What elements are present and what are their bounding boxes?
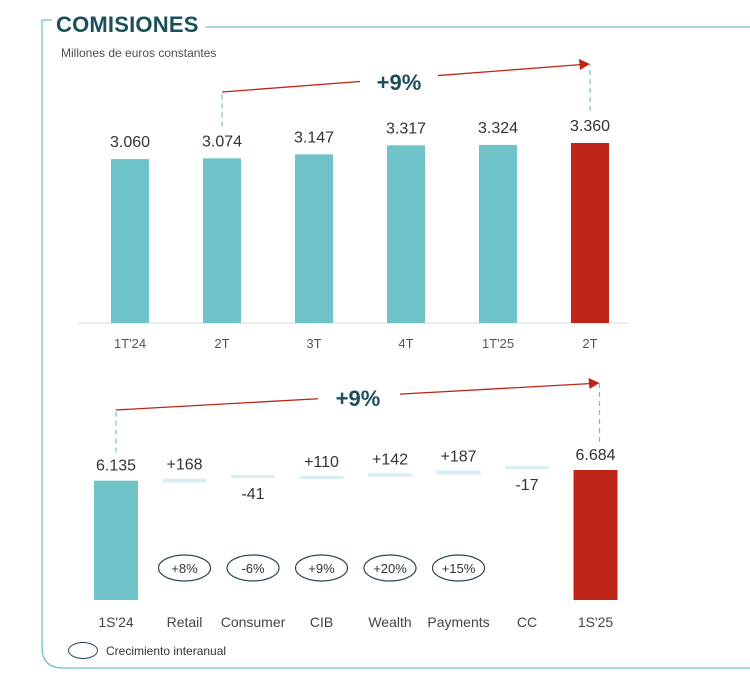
growth-oval: [363, 554, 417, 582]
bar-value-label: +142: [372, 451, 408, 468]
delta-bar-4: [299, 475, 344, 479]
growth-arrowhead: [588, 378, 600, 389]
x-tick-label: 2T: [582, 336, 597, 351]
total-bar-8: [573, 470, 618, 600]
delta-bar-6: [436, 470, 481, 475]
growth-oval: [226, 554, 280, 582]
bar-value-label: 3.060: [110, 134, 150, 151]
delta-bar-2: [162, 478, 207, 483]
legend-oval-icon: [68, 642, 98, 659]
x-tick-label: CIB: [310, 614, 333, 630]
bar-6: [571, 143, 609, 323]
bar-4: [387, 145, 425, 323]
x-tick-label: 2T: [214, 336, 229, 351]
x-tick-label: 1S'24: [98, 614, 134, 630]
growth-arrowhead: [579, 59, 590, 70]
bar-value-label: +110: [304, 454, 339, 471]
bar-value-label: +187: [440, 448, 476, 465]
growth-arrow-line: [221, 80, 361, 93]
x-tick-label: Consumer: [221, 614, 286, 630]
page-title: COMISIONES: [56, 12, 205, 38]
growth-label: +8%: [171, 561, 198, 576]
bar-value-label: 6.135: [96, 458, 136, 475]
bar-value-label: 6.684: [575, 447, 615, 464]
bar-value-label: 3.147: [294, 129, 334, 146]
total-bar-1: [94, 480, 138, 600]
bar-1: [111, 159, 149, 323]
x-tick-label: 4T: [398, 336, 413, 351]
legend: Crecimiento interanual: [68, 642, 226, 659]
delta-bar-5: [368, 473, 412, 477]
growth-label: +20%: [373, 561, 407, 576]
growth-annotation-label: +9%: [377, 70, 422, 95]
x-tick-label: 1T'24: [114, 336, 146, 351]
x-tick-label: Payments: [427, 614, 489, 630]
growth-label: -6%: [241, 561, 265, 576]
bar-value-label: 3.324: [478, 120, 518, 137]
x-tick-label: CC: [517, 614, 537, 630]
x-tick-label: 3T: [306, 336, 321, 351]
x-tick-label: Retail: [167, 614, 203, 630]
growth-annotation-label: +9%: [336, 386, 381, 411]
growth-oval: [294, 554, 349, 582]
bar-value-label: 3.360: [570, 118, 610, 135]
growth-label: +9%: [308, 561, 335, 576]
bar-value-label: 3.074: [202, 133, 242, 150]
growth-oval: [157, 554, 212, 582]
bar-value-label: -41: [241, 486, 264, 503]
delta-bar-7: [505, 466, 549, 470]
x-tick-label: 1S'25: [578, 614, 614, 630]
bar-2: [203, 158, 241, 323]
chart-subtitle: Millones de euros constantes: [61, 46, 217, 60]
growth-label: +15%: [442, 561, 476, 576]
bar-value-label: +168: [166, 457, 202, 474]
growth-arrow-line: [399, 382, 592, 395]
x-tick-label: Wealth: [368, 614, 411, 630]
bar-5: [479, 144, 517, 323]
bar-value-label: 3.317: [386, 120, 426, 137]
legend-label: Crecimiento interanual: [106, 643, 227, 658]
bar-3: [295, 154, 333, 323]
delta-bar-3: [231, 474, 275, 478]
x-tick-label: 1T'25: [482, 336, 514, 351]
growth-oval: [431, 554, 486, 582]
growth-arrow-line: [115, 398, 319, 411]
growth-arrow-line: [437, 63, 583, 77]
bar-value-label: -17: [515, 477, 538, 494]
